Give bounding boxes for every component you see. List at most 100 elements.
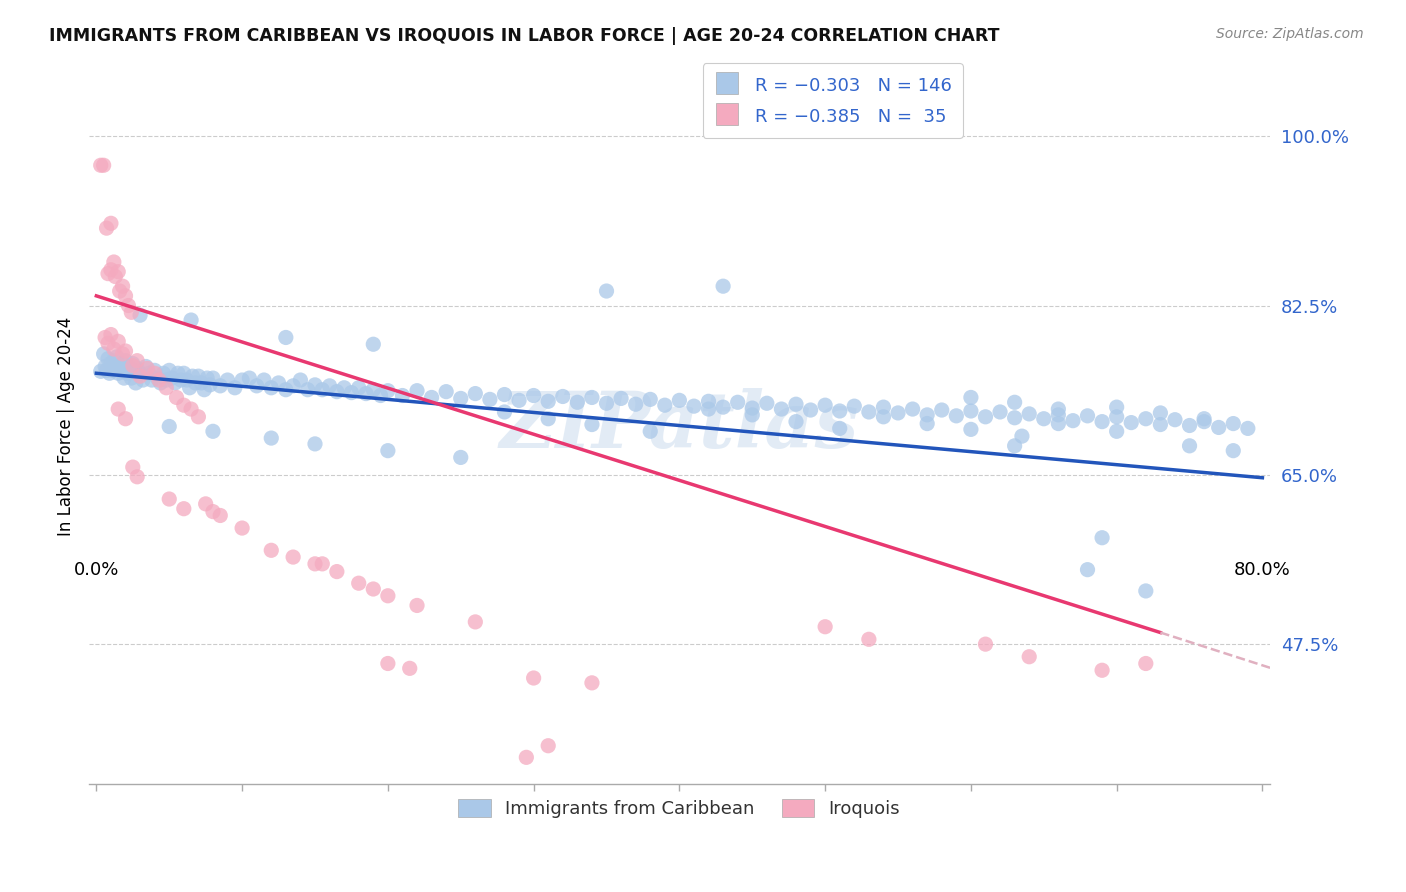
Text: Source: ZipAtlas.com: Source: ZipAtlas.com bbox=[1216, 27, 1364, 41]
Point bbox=[110, 363, 132, 377]
Point bbox=[274, 383, 297, 397]
Point bbox=[450, 392, 472, 406]
Point bbox=[858, 405, 880, 419]
Point bbox=[363, 383, 385, 397]
Point bbox=[1164, 413, 1187, 427]
Point bbox=[377, 384, 399, 398]
Text: 80.0%: 80.0% bbox=[1234, 561, 1291, 579]
Point bbox=[146, 371, 169, 385]
Point bbox=[104, 269, 127, 284]
Point bbox=[1047, 408, 1070, 422]
Point bbox=[217, 373, 239, 387]
Point bbox=[711, 279, 734, 293]
Point bbox=[1047, 417, 1070, 431]
Point bbox=[111, 279, 134, 293]
Point bbox=[121, 359, 143, 373]
Point bbox=[138, 366, 160, 380]
Point bbox=[135, 359, 157, 374]
Point bbox=[828, 404, 851, 418]
Point bbox=[173, 366, 195, 380]
Point bbox=[363, 582, 385, 596]
Point bbox=[595, 396, 617, 410]
Point bbox=[785, 397, 807, 411]
Point bbox=[136, 361, 159, 376]
Point bbox=[785, 415, 807, 429]
Point bbox=[108, 284, 131, 298]
Point bbox=[100, 262, 122, 277]
Point bbox=[114, 353, 136, 368]
Point bbox=[103, 342, 125, 356]
Point bbox=[1018, 649, 1040, 664]
Point bbox=[638, 425, 661, 439]
Point bbox=[872, 409, 894, 424]
Point bbox=[111, 357, 134, 371]
Point bbox=[132, 373, 155, 387]
Point bbox=[450, 450, 472, 465]
Point bbox=[274, 330, 297, 344]
Point bbox=[828, 421, 851, 435]
Point bbox=[253, 373, 276, 387]
Legend: Immigrants from Caribbean, Iroquois: Immigrants from Caribbean, Iroquois bbox=[451, 792, 908, 825]
Point bbox=[494, 387, 516, 401]
Point bbox=[157, 491, 180, 506]
Point bbox=[1105, 409, 1128, 424]
Point bbox=[945, 409, 967, 423]
Point bbox=[141, 373, 163, 387]
Point bbox=[727, 395, 749, 409]
Point bbox=[872, 400, 894, 414]
Point bbox=[814, 620, 837, 634]
Point bbox=[155, 373, 177, 387]
Point bbox=[988, 405, 1011, 419]
Point bbox=[304, 437, 326, 451]
Point bbox=[741, 408, 763, 422]
Point bbox=[165, 376, 187, 390]
Point bbox=[1011, 429, 1033, 443]
Y-axis label: In Labor Force | Age 20-24: In Labor Force | Age 20-24 bbox=[58, 317, 75, 536]
Point bbox=[420, 391, 443, 405]
Point bbox=[112, 371, 135, 385]
Point bbox=[464, 615, 486, 629]
Point bbox=[697, 394, 720, 409]
Point bbox=[115, 366, 138, 380]
Point bbox=[304, 557, 326, 571]
Point bbox=[173, 398, 195, 412]
Point bbox=[508, 393, 530, 408]
Point bbox=[267, 376, 290, 390]
Point bbox=[1105, 425, 1128, 439]
Point bbox=[290, 373, 312, 387]
Point bbox=[198, 377, 221, 392]
Point bbox=[180, 313, 202, 327]
Point bbox=[97, 267, 120, 281]
Point bbox=[960, 422, 983, 436]
Point bbox=[194, 497, 217, 511]
Point bbox=[143, 363, 166, 377]
Point bbox=[231, 373, 253, 387]
Point bbox=[111, 347, 134, 361]
Point bbox=[107, 265, 129, 279]
Point bbox=[610, 392, 633, 406]
Point bbox=[201, 425, 224, 439]
Point bbox=[347, 381, 370, 395]
Point bbox=[858, 632, 880, 647]
Point bbox=[143, 366, 166, 380]
Point bbox=[184, 376, 207, 390]
Point bbox=[224, 381, 246, 395]
Point bbox=[1135, 657, 1157, 671]
Point bbox=[1237, 421, 1260, 435]
Point bbox=[107, 402, 129, 417]
Point bbox=[391, 388, 413, 402]
Point bbox=[770, 402, 793, 417]
Point bbox=[340, 385, 363, 400]
Point bbox=[1192, 411, 1215, 425]
Point bbox=[155, 381, 177, 395]
Point bbox=[800, 403, 823, 417]
Point bbox=[201, 371, 224, 385]
Point bbox=[129, 369, 152, 384]
Point bbox=[960, 404, 983, 418]
Point bbox=[1192, 415, 1215, 429]
Point bbox=[464, 386, 486, 401]
Point bbox=[1178, 439, 1201, 453]
Point bbox=[297, 383, 319, 397]
Point bbox=[1091, 663, 1114, 677]
Text: ZIPatlas: ZIPatlas bbox=[499, 388, 859, 465]
